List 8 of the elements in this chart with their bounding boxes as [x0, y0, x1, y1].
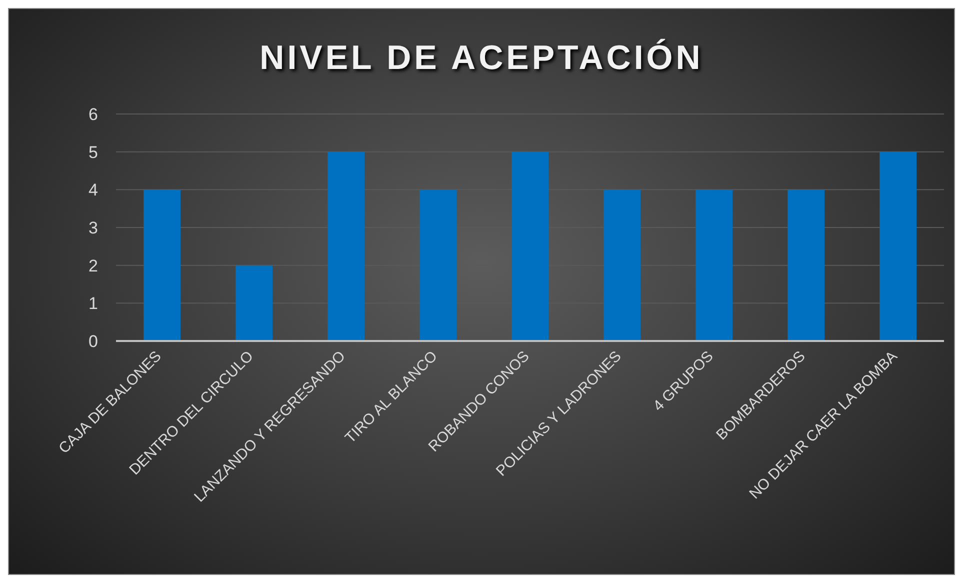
- y-tick-label: 5: [88, 142, 98, 162]
- y-tick-label: 0: [88, 332, 98, 352]
- y-tick-label: 2: [88, 256, 98, 276]
- y-tick-label: 3: [88, 218, 98, 238]
- y-tick-label: 4: [88, 180, 98, 200]
- y-tick-label: 6: [88, 105, 98, 124]
- chart-title: NIVEL DE ACEPTACIÓN: [258, 39, 704, 78]
- y-tick-label: 1: [88, 294, 98, 314]
